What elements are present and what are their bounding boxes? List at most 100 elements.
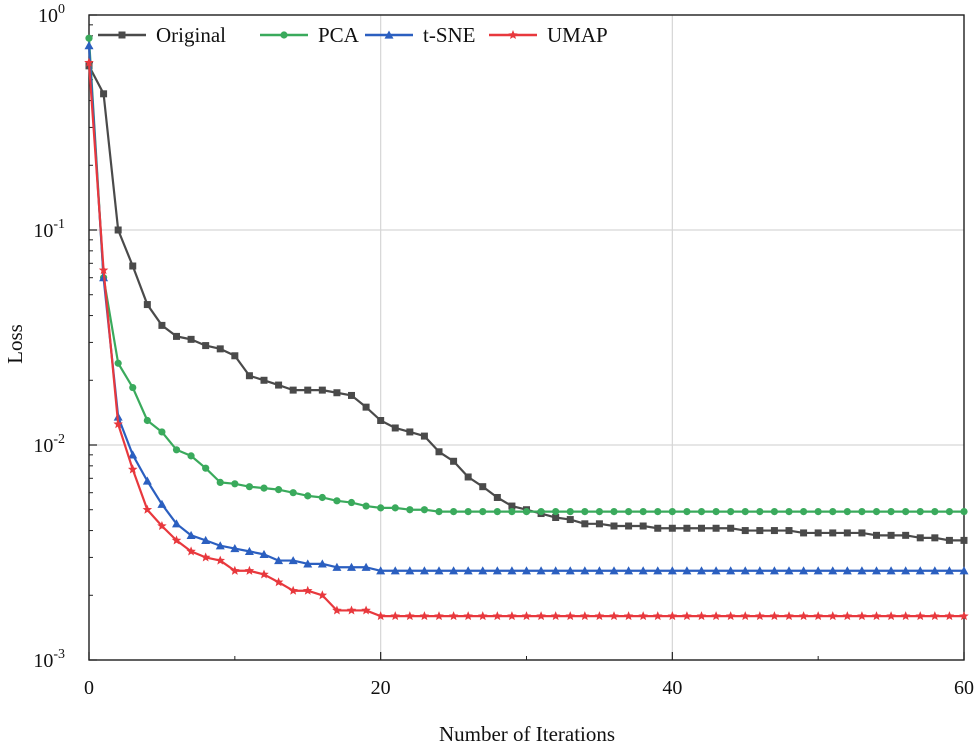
data-point-pca [537, 508, 545, 516]
data-point-umap [580, 611, 590, 621]
data-point-t-sne [361, 562, 371, 571]
data-point-original [435, 448, 443, 456]
data-point-t-sne [857, 566, 867, 575]
data-point-original [173, 332, 180, 340]
data-point-pca [318, 493, 326, 502]
data-point-pca [260, 484, 268, 492]
data-point-original [595, 520, 603, 528]
data-point-original [231, 352, 239, 360]
data-point-pca [654, 508, 662, 516]
data-point-pca [435, 508, 443, 516]
data-point-umap [886, 611, 896, 621]
data-point-pca [522, 508, 531, 516]
data-point-original [756, 527, 764, 535]
data-point-pca [916, 508, 924, 516]
data-point-t-sne [872, 566, 881, 575]
data-point-pca [129, 383, 137, 392]
data-point-t-sne [303, 559, 313, 568]
data-point-pca [887, 508, 895, 516]
data-point-t-sne [682, 566, 692, 575]
legend-label-original: Original [156, 23, 226, 47]
legend-marker-pca [280, 31, 288, 39]
data-point-original [260, 376, 268, 384]
data-point-original [566, 516, 574, 524]
data-point-t-sne [128, 450, 138, 459]
data-point-umap [930, 611, 940, 621]
data-point-t-sne [609, 566, 619, 575]
data-point-umap [594, 611, 605, 621]
data-point-t-sne [594, 566, 604, 575]
data-point-t-sne [390, 566, 400, 575]
data-point-original [581, 520, 589, 528]
data-point-t-sne [769, 566, 779, 575]
data-point-pca [158, 428, 166, 436]
data-point-umap [215, 555, 226, 565]
data-point-original [843, 529, 851, 537]
data-point-original [610, 522, 618, 530]
data-point-pca [420, 506, 429, 514]
data-point-original [741, 527, 749, 535]
data-point-pca [858, 508, 866, 516]
data-point-umap [302, 585, 313, 595]
data-point-t-sne [944, 566, 954, 575]
x-axis-title: Number of Iterations [439, 722, 615, 745]
data-point-pca [245, 483, 254, 491]
data-point-umap [536, 611, 546, 621]
data-point-umap [127, 464, 138, 474]
data-point-pca [756, 508, 764, 516]
data-point-original [902, 531, 910, 539]
legend-label-umap: UMAP [547, 23, 608, 47]
data-point-umap [521, 611, 532, 621]
data-point-original [100, 90, 108, 98]
data-point-t-sne [201, 535, 211, 544]
data-point-t-sne [478, 566, 488, 575]
data-point-t-sne [565, 566, 575, 575]
data-point-umap [755, 611, 765, 621]
y-tick-label: 10-1 [33, 217, 65, 242]
data-point-umap [259, 569, 269, 579]
data-point-umap [142, 504, 153, 514]
data-point-pca [829, 508, 837, 516]
data-point-original [464, 473, 472, 481]
data-point-umap [332, 605, 342, 615]
x-axis-ticks: 0 20 40 60 [84, 652, 974, 699]
data-point-pca [289, 489, 297, 497]
data-point-umap [638, 611, 648, 621]
data-point-original [727, 524, 735, 532]
data-point-t-sne [288, 556, 298, 565]
data-point-original [785, 527, 793, 535]
series-line-t-sne [87, 45, 964, 572]
data-point-umap [871, 611, 882, 621]
data-point-t-sne [667, 566, 677, 575]
grid-lines [88, 14, 965, 661]
data-point-umap [915, 611, 926, 621]
y-tick-label: 10-3 [33, 647, 65, 672]
data-point-original [887, 531, 895, 539]
data-point-t-sne [142, 476, 152, 485]
data-point-umap [448, 611, 459, 621]
data-point-pca [231, 480, 239, 488]
data-point-original [668, 524, 676, 532]
data-point-t-sne [347, 562, 356, 571]
y-axis-ticks: 100 10-1 10-2 10-3 [33, 2, 97, 672]
x-tick-label: 60 [954, 677, 974, 699]
series-umap [84, 57, 969, 621]
data-point-original [143, 301, 151, 309]
data-point-original [275, 381, 283, 389]
data-point-t-sne [915, 566, 925, 575]
data-point-original [304, 386, 312, 394]
data-point-t-sne [842, 566, 852, 575]
data-point-t-sne [244, 546, 254, 555]
data-point-umap [813, 611, 823, 621]
data-point-t-sne [259, 549, 269, 558]
series-original [85, 62, 968, 544]
data-point-pca [202, 464, 210, 472]
legend-marker-t-sne [384, 30, 394, 39]
data-point-umap [667, 611, 678, 621]
legend-marker-umap [508, 30, 518, 40]
data-point-pca [581, 508, 589, 516]
data-point-original [931, 534, 939, 542]
data-point-t-sne [784, 566, 794, 575]
data-point-pca [697, 508, 706, 516]
data-point-umap [696, 611, 707, 621]
